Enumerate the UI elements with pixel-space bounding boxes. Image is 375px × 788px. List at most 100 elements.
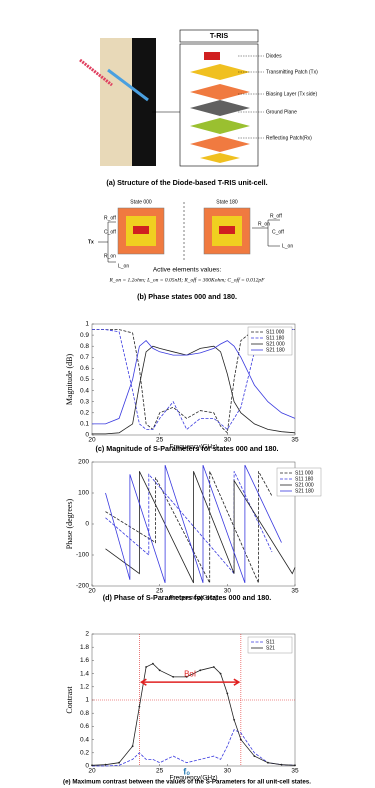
point: [158, 669, 161, 672]
point: [233, 718, 236, 721]
y-tick-label: 200: [78, 459, 89, 466]
circuit: [252, 219, 280, 247]
beam: [79, 58, 113, 87]
series-line: [92, 345, 296, 435]
component-label: L_on: [282, 243, 293, 249]
state-label: State 000: [130, 199, 152, 205]
legend-label: S11 180: [266, 335, 284, 341]
x-tick-label: 20: [88, 588, 96, 595]
x-tick-label: 35: [291, 768, 299, 775]
point: [131, 745, 134, 748]
photo: [100, 38, 132, 166]
layer-label: Transmitting Patch (Tx): [266, 69, 318, 75]
y-tick-label: 0.9: [80, 332, 89, 339]
component-label: C_off: [104, 229, 116, 235]
diodes: [204, 52, 220, 60]
layer-label: Ground Plane: [266, 109, 297, 115]
series-line: [105, 471, 273, 584]
y-tick-label: 100: [78, 490, 89, 497]
state-label: State 180: [216, 199, 238, 205]
caption: (e) Maximum contrast between the values …: [63, 779, 311, 786]
photo: [132, 38, 156, 166]
point: [145, 666, 148, 668]
legend-label: S21 000: [295, 482, 314, 488]
series-line: [92, 329, 295, 431]
beam: [107, 68, 149, 102]
x-tick-label: 30: [224, 437, 232, 444]
component-label: R_off: [270, 213, 282, 219]
y-tick-label: 0.4: [80, 736, 89, 743]
point: [219, 672, 222, 675]
point: [267, 761, 269, 764]
component-label: R_on: [258, 221, 270, 227]
series-line: [92, 729, 296, 767]
layer: [190, 136, 250, 152]
y-tick-label: -200: [76, 583, 89, 590]
point: [138, 705, 141, 708]
layer: [200, 153, 240, 163]
point: [104, 763, 107, 766]
x-tick-label: 25: [156, 437, 164, 444]
caption: (d) Phase of S-Parameters for states 000…: [103, 593, 272, 602]
component-label: R_on: [104, 253, 116, 259]
y-tick-label: 0: [85, 763, 89, 770]
point: [294, 764, 296, 767]
layer-label: Diodes: [266, 53, 282, 59]
y-tick-label: 1: [85, 697, 89, 704]
legend-label: S21: [266, 645, 275, 651]
x-tick-label: 25: [156, 768, 164, 775]
y-axis-label: Phase (degrees): [65, 498, 74, 549]
legend-label: S11 180: [295, 476, 313, 482]
point: [91, 764, 93, 767]
y-axis-label: Contrast: [65, 686, 74, 714]
layer-label: Reflecting Patch(Rx): [266, 135, 312, 141]
series-line: [105, 471, 273, 575]
point: [212, 666, 215, 668]
header: T-RIS: [210, 31, 229, 40]
y-tick-label: 0.1: [80, 421, 89, 428]
x-tick-label: 20: [88, 437, 96, 444]
component-label: R_off: [104, 215, 116, 221]
y-tick-label: 0.3: [80, 398, 89, 405]
y-tick-label: 0.2: [80, 410, 89, 417]
x-tick-label: 25: [156, 588, 164, 595]
y-tick-label: 0.2: [80, 750, 89, 757]
series-line: [105, 464, 282, 584]
series-line: [91, 663, 296, 766]
legend-label: S11 000: [266, 329, 284, 335]
legend-label: S21 000: [266, 341, 285, 347]
component-label: L_on: [118, 263, 129, 269]
diode: [219, 226, 235, 234]
point: [118, 761, 120, 764]
x-axis-label: Frequency(GHz): [169, 595, 217, 602]
x-tick-label: 35: [291, 437, 299, 444]
y-tick-label: 1: [85, 321, 89, 328]
caption: (b) Phase states 000 and 180.: [137, 292, 237, 301]
y-tick-label: 0.8: [80, 710, 89, 717]
layer: [190, 84, 250, 100]
annotation: BoI: [184, 669, 196, 678]
x-axis-label: Frequency(GHz): [169, 444, 217, 451]
y-tick-label: 0.7: [80, 354, 89, 361]
y-tick-label: -100: [76, 552, 89, 559]
port-label: Tx: [88, 239, 94, 245]
y-tick-label: 0: [85, 521, 89, 528]
layer: [190, 64, 250, 80]
diode: [133, 226, 149, 234]
component-label: C_off: [272, 229, 284, 235]
layer: [190, 118, 250, 134]
header-box: [179, 29, 259, 43]
marker-label: f₀: [183, 766, 190, 776]
annotation-arrow: [139, 678, 241, 686]
x-tick-label: 35: [291, 588, 299, 595]
point: [239, 738, 242, 741]
point: [280, 763, 283, 766]
y-tick-label: 1.8: [80, 644, 89, 651]
note-title: Active elements values:: [153, 267, 221, 274]
series-line: [105, 471, 296, 584]
caption: (c) Magnitude of S-Parameters for states…: [96, 444, 279, 453]
figure-b: [98, 202, 280, 263]
y-tick-label: 0.5: [80, 376, 89, 383]
y-tick-label: 0.4: [80, 387, 89, 394]
